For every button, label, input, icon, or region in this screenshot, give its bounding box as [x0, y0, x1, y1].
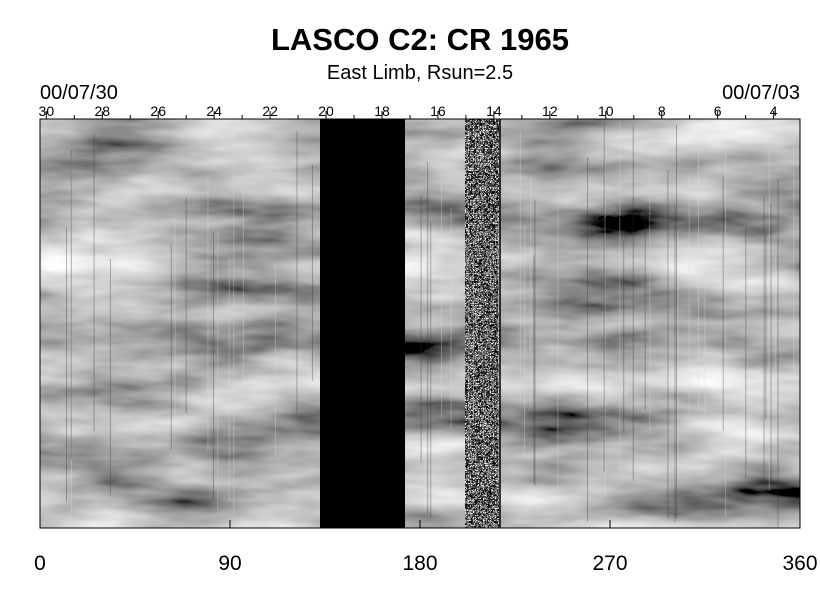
x-tick-label: 270 [592, 552, 627, 575]
top-tick-label: 8 [658, 103, 666, 119]
top-tick-label: 18 [374, 103, 390, 119]
top-tick-label: 6 [714, 103, 722, 119]
top-tick-label: 16 [430, 103, 446, 119]
chart-title: LASCO C2: CR 1965 [271, 22, 569, 57]
top-tick-label: 12 [542, 103, 558, 119]
top-tick-label: 10 [598, 103, 614, 119]
plot-area [39, 118, 801, 529]
data-gap [320, 119, 405, 528]
top-tick-label: 24 [206, 103, 222, 119]
x-tick-label: 0 [34, 552, 46, 575]
top-tick-label: 30 [39, 103, 55, 119]
x-tick-label: 180 [402, 552, 437, 575]
chart-subtitle: East Limb, Rsun=2.5 [327, 62, 513, 84]
top-tick-label: 20 [318, 103, 334, 119]
image-texture [40, 119, 800, 528]
top-tick-label: 26 [150, 103, 166, 119]
top-tick-label: 4 [770, 103, 778, 119]
top-tick-label: 28 [94, 103, 110, 119]
top-tick-label: 14 [486, 103, 502, 119]
end-date: 00/07/03 [722, 82, 800, 104]
noise-band [465, 119, 499, 528]
start-date: 00/07/30 [40, 82, 118, 104]
x-tick-label: 90 [218, 552, 241, 575]
top-tick-label: 22 [262, 103, 278, 119]
x-tick-label: 360 [782, 552, 817, 575]
